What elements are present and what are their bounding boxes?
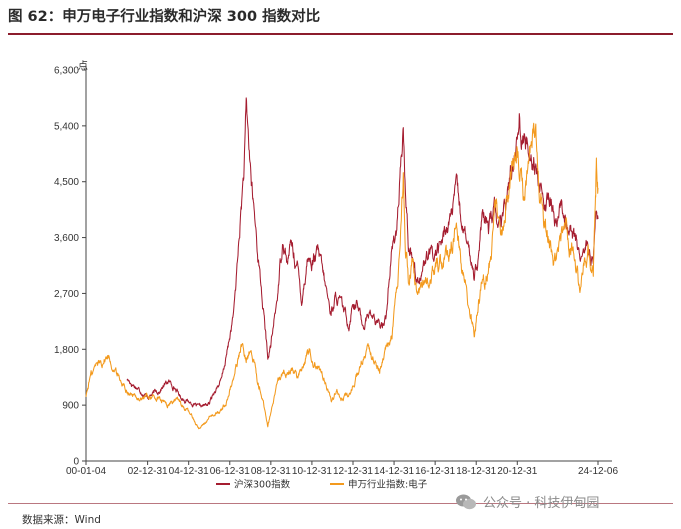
title-rule <box>8 33 673 35</box>
watermark: 公众号 · 科技伊甸园 <box>455 492 599 511</box>
x-tick-label: 00-01-04 <box>66 466 106 477</box>
series-line-csi300 <box>126 97 599 408</box>
x-tick-label: 08-12-31 <box>251 466 291 477</box>
legend-label-csi300: 沪深300指数 <box>234 479 291 491</box>
source-note: 数据来源：Wind <box>22 514 101 526</box>
x-tick-label: 02-12-31 <box>128 466 168 477</box>
x-tick-label: 04-12-31 <box>169 466 209 477</box>
y-tick-label: 900 <box>62 401 79 412</box>
y-tick-label: 6,300 <box>54 66 79 77</box>
x-tick-label: 10-12-31 <box>292 466 332 477</box>
series-group <box>85 97 599 430</box>
x-tick-label: 16-12-31 <box>415 466 455 477</box>
x-tick-label: 12-12-31 <box>333 466 373 477</box>
x-axis: 00-01-04 02-12-31 04-12-31 06-12-31 08-12-31… <box>66 460 618 477</box>
figure-header: 图 62：申万电子行业指数和沪深 300 指数对比 <box>8 6 673 35</box>
y-axis: 0 900 1,800 2,700 3,600 4,500 5,400 6,300 点 <box>54 60 88 468</box>
legend-label-sw-electronics: 申万行业指数:电子 <box>348 479 428 491</box>
y-tick-label: 1,800 <box>54 345 79 356</box>
y-tick-label: 5,400 <box>54 121 79 132</box>
watermark-text: 公众号 · 科技伊甸园 <box>483 496 600 511</box>
wechat-icon <box>456 494 476 509</box>
y-tick-label: 0 <box>73 457 79 468</box>
y-tick-label: 3,600 <box>54 233 79 244</box>
legend: 沪深300指数 申万行业指数:电子 <box>216 479 428 491</box>
y-tick-label: 4,500 <box>54 177 79 188</box>
x-tick-label: 06-12-31 <box>210 466 250 477</box>
y-unit-label: 点 <box>78 60 88 72</box>
figure-title: 图 62：申万电子行业指数和沪深 300 指数对比 <box>8 9 321 25</box>
x-tick-label: 18-12-31 <box>456 466 496 477</box>
bottom-rule <box>8 503 673 504</box>
x-tick-label: 24-12-06 <box>578 466 618 477</box>
x-tick-label: 20-12-31 <box>497 466 537 477</box>
x-tick-label: 14-12-31 <box>374 466 414 477</box>
y-tick-label: 2,700 <box>54 289 79 300</box>
series-line-sw-electronics <box>85 122 599 430</box>
